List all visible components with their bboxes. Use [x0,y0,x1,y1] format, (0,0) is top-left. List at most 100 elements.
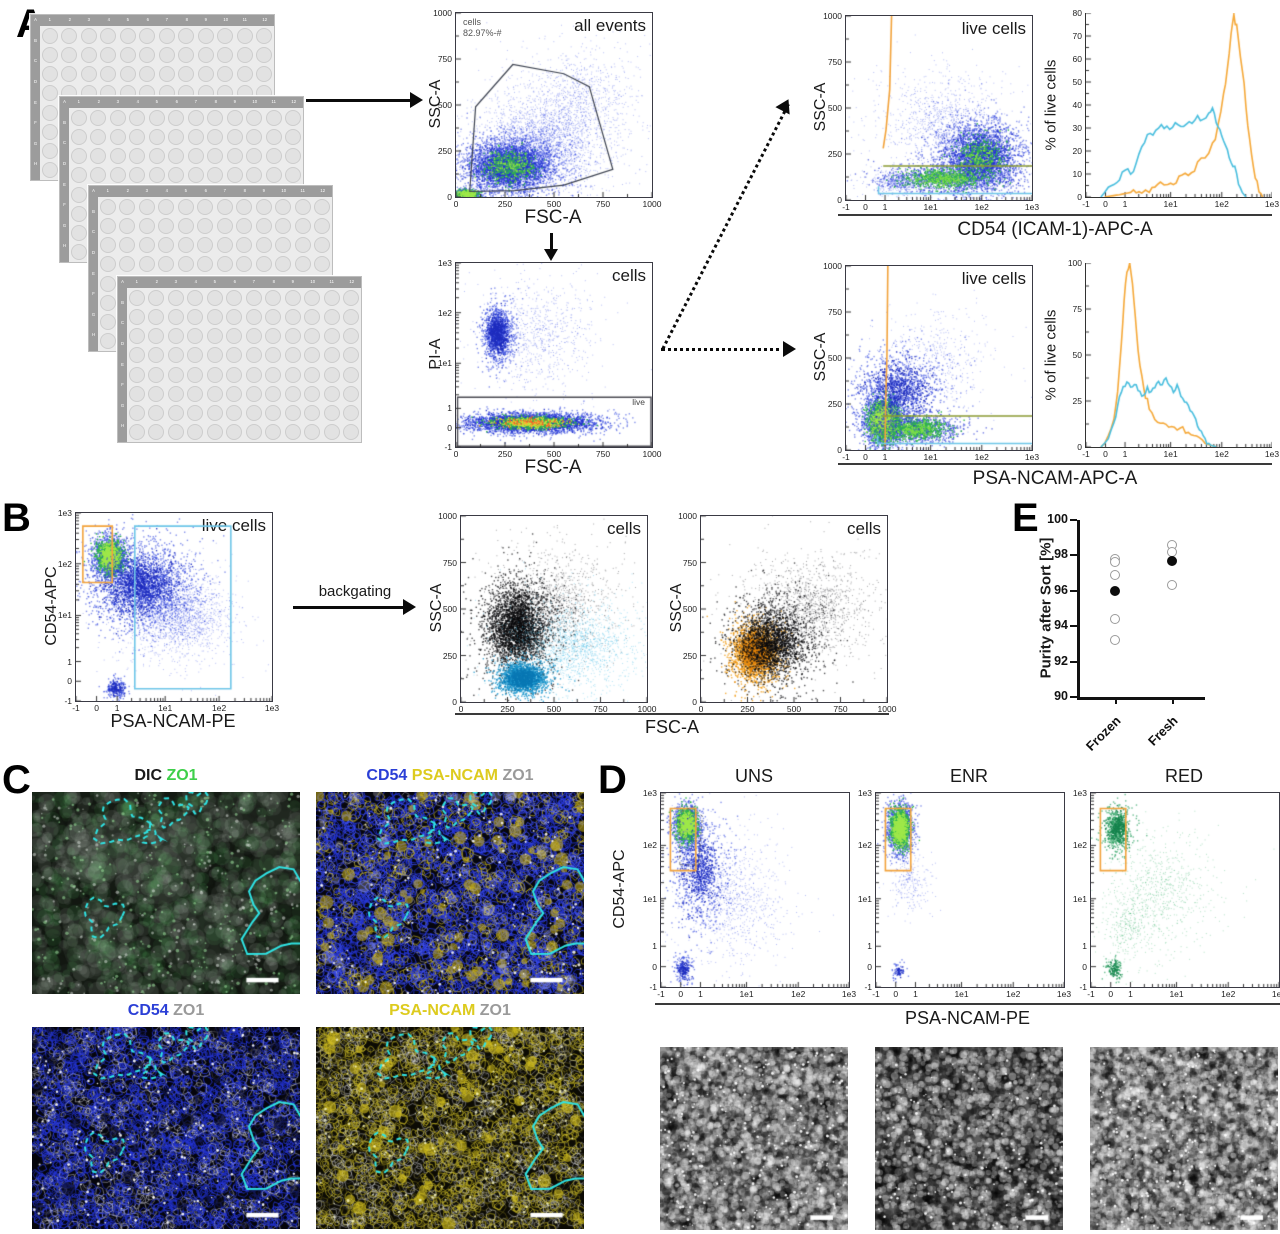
plate-well [285,128,302,145]
shared-axis-line [455,713,889,715]
plate-well [226,128,243,145]
plate-well [217,27,234,44]
plate-well [41,66,58,83]
axis-tick-label: 0 [837,195,842,205]
axis-tick-label: 1e1 [437,358,452,369]
plot-canvas [1086,13,1272,197]
plate-well [265,424,282,441]
plate-well [197,237,214,254]
plate-well [294,198,311,215]
y-axis-label-ssc: SSC-A [812,82,829,132]
axis-tick-label: 250 [500,704,515,714]
plate-well [323,289,340,306]
axis-tick-label: 0 [837,445,842,455]
axis-tick-label: 0 [452,697,457,707]
axis-tick-label: 1e1 [1072,893,1087,904]
plate-well [129,128,146,145]
plate-well [314,217,331,234]
condition-title-uns: UNS [734,766,773,786]
axis-tick-label: 0 [893,989,899,999]
axis-tick-label: 1e3 [1024,202,1040,212]
plate-well [236,27,253,44]
axis-tick-label: 0 [1077,192,1082,202]
plate-well [187,328,204,345]
plot-canvas [32,792,300,994]
axis-tick-label: 0 [1082,961,1087,972]
axis-tick-label: 1 [1128,989,1133,999]
plate-well [197,46,214,63]
plate-well [226,148,243,165]
axis-tick-label: 60 [1072,54,1082,64]
axis-tick-label: 1e3 [1264,449,1280,459]
dotted-arrow-diagonal [661,103,790,351]
plate-well [119,27,136,44]
plate-well [265,308,282,325]
axis-tick-label: 1e1 [1169,989,1184,999]
image-label-part: ZO1 [475,1002,511,1019]
axis-tick-label: 1e3 [57,508,72,518]
axis-tick-label: 75 [1072,304,1082,314]
plate-well [41,104,58,121]
axis-tick-label: 40 [1072,100,1082,110]
plate-well [226,385,243,402]
plate-well [70,244,87,261]
arrow-plates-to-plot [306,99,412,102]
axis-tick-label: 0 [1103,199,1108,209]
plate-well [139,66,156,83]
plate-well [265,109,282,126]
plate-well [99,198,116,215]
plate-well [90,128,107,145]
plate-well [284,424,301,441]
plate-well [167,385,184,402]
axis-tick-label: 1e1 [739,989,754,999]
condition-title-enr: ENR [949,766,988,786]
axis-tick-label: 1e2 [1006,989,1021,999]
purity-data-point [1110,585,1120,596]
axis-tick-label: 1 [1122,199,1128,209]
plate-well [304,385,321,402]
plate-well [255,198,272,215]
axis-tick-label: 0 [447,192,452,202]
axis-tick-label: 0 [1108,989,1114,999]
plate-well [177,237,194,254]
plate-well [206,424,223,441]
axis-tick-label: 500 [546,449,562,459]
arrow-allevents-to-cells [550,233,553,250]
axis-tick-label: 500 [546,704,562,714]
plate-well [138,198,155,215]
axis-tick-label: 0 [453,199,459,209]
plate-well [41,143,58,160]
plate-well [128,366,145,383]
plate-well [304,347,321,364]
backgating-arrow [293,606,405,609]
plate-well [128,347,145,364]
plate-well [187,128,204,145]
axis-tick-label: 500 [827,353,842,363]
image-label-psancam-zo1: PSA-NCAM ZO1 [316,1002,584,1020]
axis-tick-label: 1e1 [954,989,969,999]
plate-well [304,405,321,422]
image-label-part: DIC [134,767,162,784]
plate-well [99,294,116,311]
plate-well [236,217,253,234]
purity-data-point [1110,569,1120,580]
axis-tick-label: 0 [1103,449,1108,459]
plate-well [226,167,243,184]
plate-well [119,198,136,215]
plate-well [178,46,195,63]
panel-label-b: B [2,496,31,540]
plate-well [206,366,223,383]
axis-tick-label: 750 [833,704,848,714]
plate-well [70,167,87,184]
plate-well [246,167,263,184]
purity-data-point [1110,557,1120,568]
axis-tick-label: -1 [1087,989,1095,999]
plate-well [138,237,155,254]
axis-tick-label: 1 [447,403,452,414]
axis-tick-label: 750 [442,557,457,568]
plate-well [256,27,273,44]
